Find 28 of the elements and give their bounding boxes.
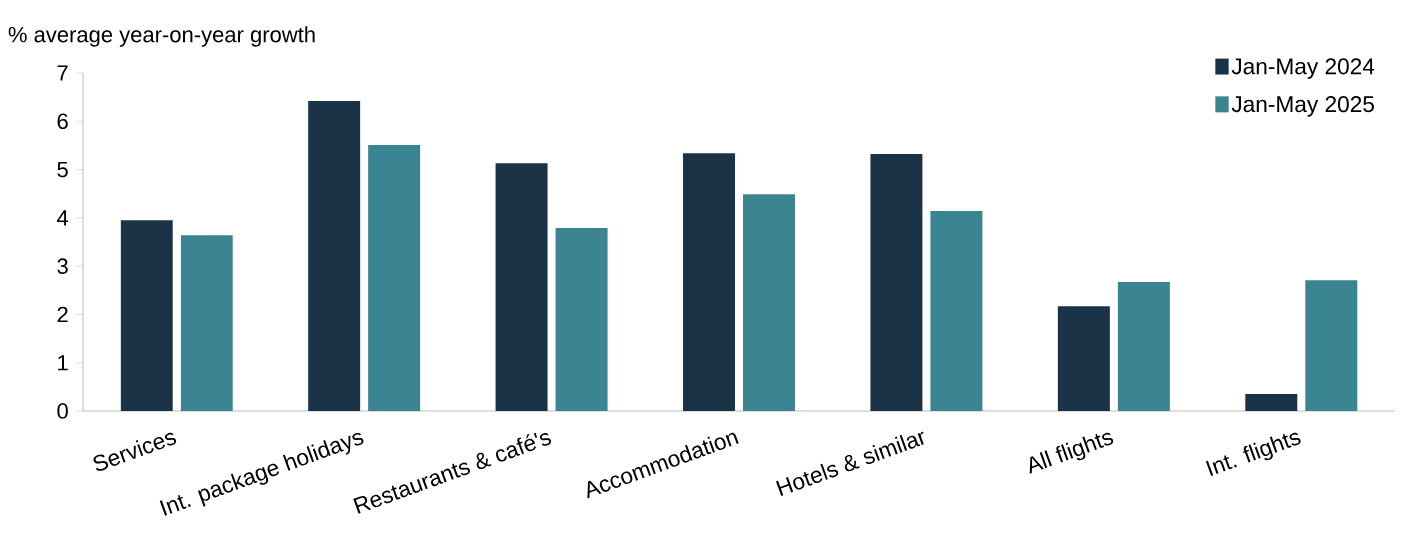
y-tick-label: 2	[57, 306, 68, 323]
bar	[1057, 306, 1110, 411]
x-tick-label: Hotels & similar	[775, 431, 924, 497]
bar	[495, 163, 548, 411]
y-tick-label: 0	[57, 403, 68, 419]
bar	[308, 101, 361, 411]
x-tick-label: All flights	[1029, 432, 1114, 474]
y-tick-label: 3	[57, 258, 68, 274]
bar	[683, 153, 735, 411]
bar	[930, 211, 983, 411]
x-tick-label: Int. flights	[1205, 432, 1301, 477]
y-tick-label: 4	[57, 210, 69, 226]
y-tick-label: 5	[57, 161, 68, 178]
bar	[743, 194, 795, 411]
bar	[368, 144, 421, 411]
bar	[180, 235, 233, 411]
bar	[1305, 280, 1358, 411]
bar	[120, 220, 173, 411]
legend-label: Jan-May 2024	[1231, 58, 1375, 79]
legend-label: Jan-May 2025	[1231, 96, 1374, 117]
bar	[555, 228, 608, 411]
y-tick-label: 1	[58, 355, 68, 371]
y-tick-label: 7	[57, 65, 68, 81]
y-tick-label: 6	[57, 113, 68, 130]
y-axis-title: % average year-on-year growth	[8, 26, 315, 47]
bar	[870, 154, 923, 411]
bar	[1245, 394, 1298, 411]
bar	[1117, 282, 1170, 411]
